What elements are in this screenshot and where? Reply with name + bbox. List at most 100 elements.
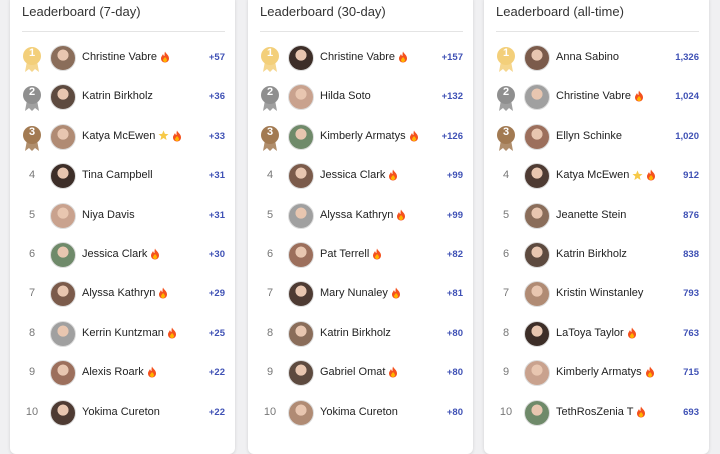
points: +80: [446, 406, 463, 418]
leaderboard-row: 4 Tina Campbell +31: [10, 161, 235, 191]
rank: 9: [28, 366, 36, 379]
avatar: [50, 123, 76, 150]
member-name: Alexis Roark: [82, 366, 144, 379]
rank: 6: [266, 248, 274, 260]
medal: [258, 84, 282, 112]
member-name: Alyssa Kathryn: [320, 208, 394, 221]
points: +132: [441, 91, 463, 103]
points: +80: [446, 367, 463, 379]
avatar: [288, 163, 314, 190]
name-cell: Christine Vabre: [320, 51, 408, 63]
name-cell: TethRosZenia T: [556, 406, 646, 418]
points: +99: [446, 209, 463, 221]
leaderboard-row: 8 Kerrin Kuntzman +25: [10, 319, 235, 349]
member-name: Katya McEwen: [556, 169, 630, 182]
avatar: [524, 242, 550, 268]
fire-icon: [627, 327, 636, 339]
leaderboard-row: 10 TethRosZenia T 693: [484, 398, 709, 428]
name-cell: Jessica Clark: [82, 248, 160, 260]
member-name: LaToya Taylor: [556, 326, 624, 339]
points: 876: [683, 209, 699, 221]
points: 793: [683, 288, 699, 300]
avatar: [288, 45, 314, 71]
rank: 10: [263, 405, 277, 418]
rank: 4: [502, 169, 510, 182]
leaderboard-row: 2 Christine Vabre 1,024: [484, 82, 709, 112]
leaderboard-row: 8 LaToya Taylor 763: [484, 319, 709, 349]
points: +22: [208, 406, 225, 418]
panel-title: Leaderboard (30-day): [260, 4, 386, 19]
leaderboard-row: 1 Christine Vabre +157: [248, 43, 473, 73]
avatar: [524, 45, 550, 71]
fire-icon: [635, 90, 643, 102]
leaderboard-row: 9 Alexis Roark +22: [10, 358, 235, 388]
points: 763: [683, 327, 699, 339]
fire-icon: [173, 130, 182, 142]
points: +30: [208, 249, 225, 260]
fire-icon: [637, 406, 646, 418]
name-cell: LaToya Taylor: [556, 327, 637, 339]
panel-title: Leaderboard (7-day): [22, 4, 141, 19]
avatar: [524, 399, 550, 426]
divider: [496, 31, 699, 32]
member-name: Gabriel Omat: [320, 366, 386, 379]
points: +126: [441, 130, 463, 142]
rank: 7: [28, 287, 36, 300]
member-name: Christine Vabre: [82, 51, 157, 63]
member-name: Christine Vabre: [556, 90, 631, 103]
fire-icon: [151, 248, 160, 260]
leaderboard-row: 5 Niya Davis +31: [10, 201, 235, 231]
page: {"panels": [ {"title": "Leaderboard (7-d…: [10, 0, 709, 454]
name-cell: Yokima Cureton: [320, 406, 398, 418]
leaderboard-panel: Leaderboard (30-day) 1 Christine Vabre +157…: [248, 0, 473, 454]
name-cell: Pat Terrell: [320, 248, 382, 260]
medal-icon: [497, 86, 515, 112]
fire-icon: [161, 51, 169, 63]
points: 1,326: [675, 52, 699, 63]
avatar: [50, 320, 76, 347]
name-cell: Anna Sabino: [556, 51, 619, 63]
fire-icon: [389, 169, 398, 181]
avatar: [288, 123, 314, 150]
avatar: [288, 202, 314, 229]
leaderboards: (() => { const data = JSON.parse(documen…: [10, 0, 709, 454]
points: +25: [208, 327, 225, 339]
leaderboard-row: 5 Jeanette Stein 876: [484, 201, 709, 231]
points: +29: [208, 288, 225, 300]
rank: 1: [28, 47, 36, 59]
member-name: Ellyn Schinke: [556, 129, 623, 142]
rank: 4: [266, 169, 274, 182]
avatar: [524, 320, 550, 347]
leaderboard-panel: Leaderboard (all-time) 1 Anna Sabino 1,326 2…: [484, 0, 709, 454]
avatar: [524, 281, 550, 308]
member-name: TethRosZenia T: [556, 405, 634, 418]
rank: 2: [502, 86, 510, 99]
name-cell: Hilda Soto: [320, 90, 371, 102]
name-cell: Jessica Clark: [320, 169, 398, 181]
fire-icon: [391, 287, 400, 299]
avatar: [50, 242, 76, 268]
rank: 7: [266, 287, 274, 300]
member-name: Anna Sabino: [556, 51, 619, 63]
points: 838: [683, 249, 699, 260]
avatar: [288, 242, 314, 268]
member-name: Tina Campbell: [82, 169, 153, 182]
leaderboard-row: 6 Jessica Clark +30: [10, 240, 235, 270]
rank: 8: [28, 326, 36, 339]
leaderboard-row: 3 Kimberly Armatys +126: [248, 122, 473, 152]
name-cell: Mary Nunaley: [320, 287, 401, 299]
name-cell: Kimberly Armatys: [320, 130, 419, 142]
medal-icon: [497, 125, 515, 151]
member-name: Katrin Birkholz: [320, 326, 391, 339]
leaderboard-row: 3 Ellyn Schinke 1,020: [484, 122, 709, 152]
name-cell: Katrin Birkholz: [320, 327, 391, 339]
member-name: Yokima Cureton: [320, 405, 398, 418]
leaderboard-row: 6 Katrin Birkholz 838: [484, 240, 709, 270]
medal: [494, 84, 518, 112]
member-name: Christine Vabre: [320, 51, 395, 63]
leaderboard-row: 4 Katya McEwen 912: [484, 161, 709, 191]
member-name: Mary Nunaley: [320, 287, 388, 300]
name-cell: Kristin Winstanley: [556, 287, 643, 299]
medal-icon: [261, 125, 279, 151]
rank: 2: [266, 86, 274, 99]
